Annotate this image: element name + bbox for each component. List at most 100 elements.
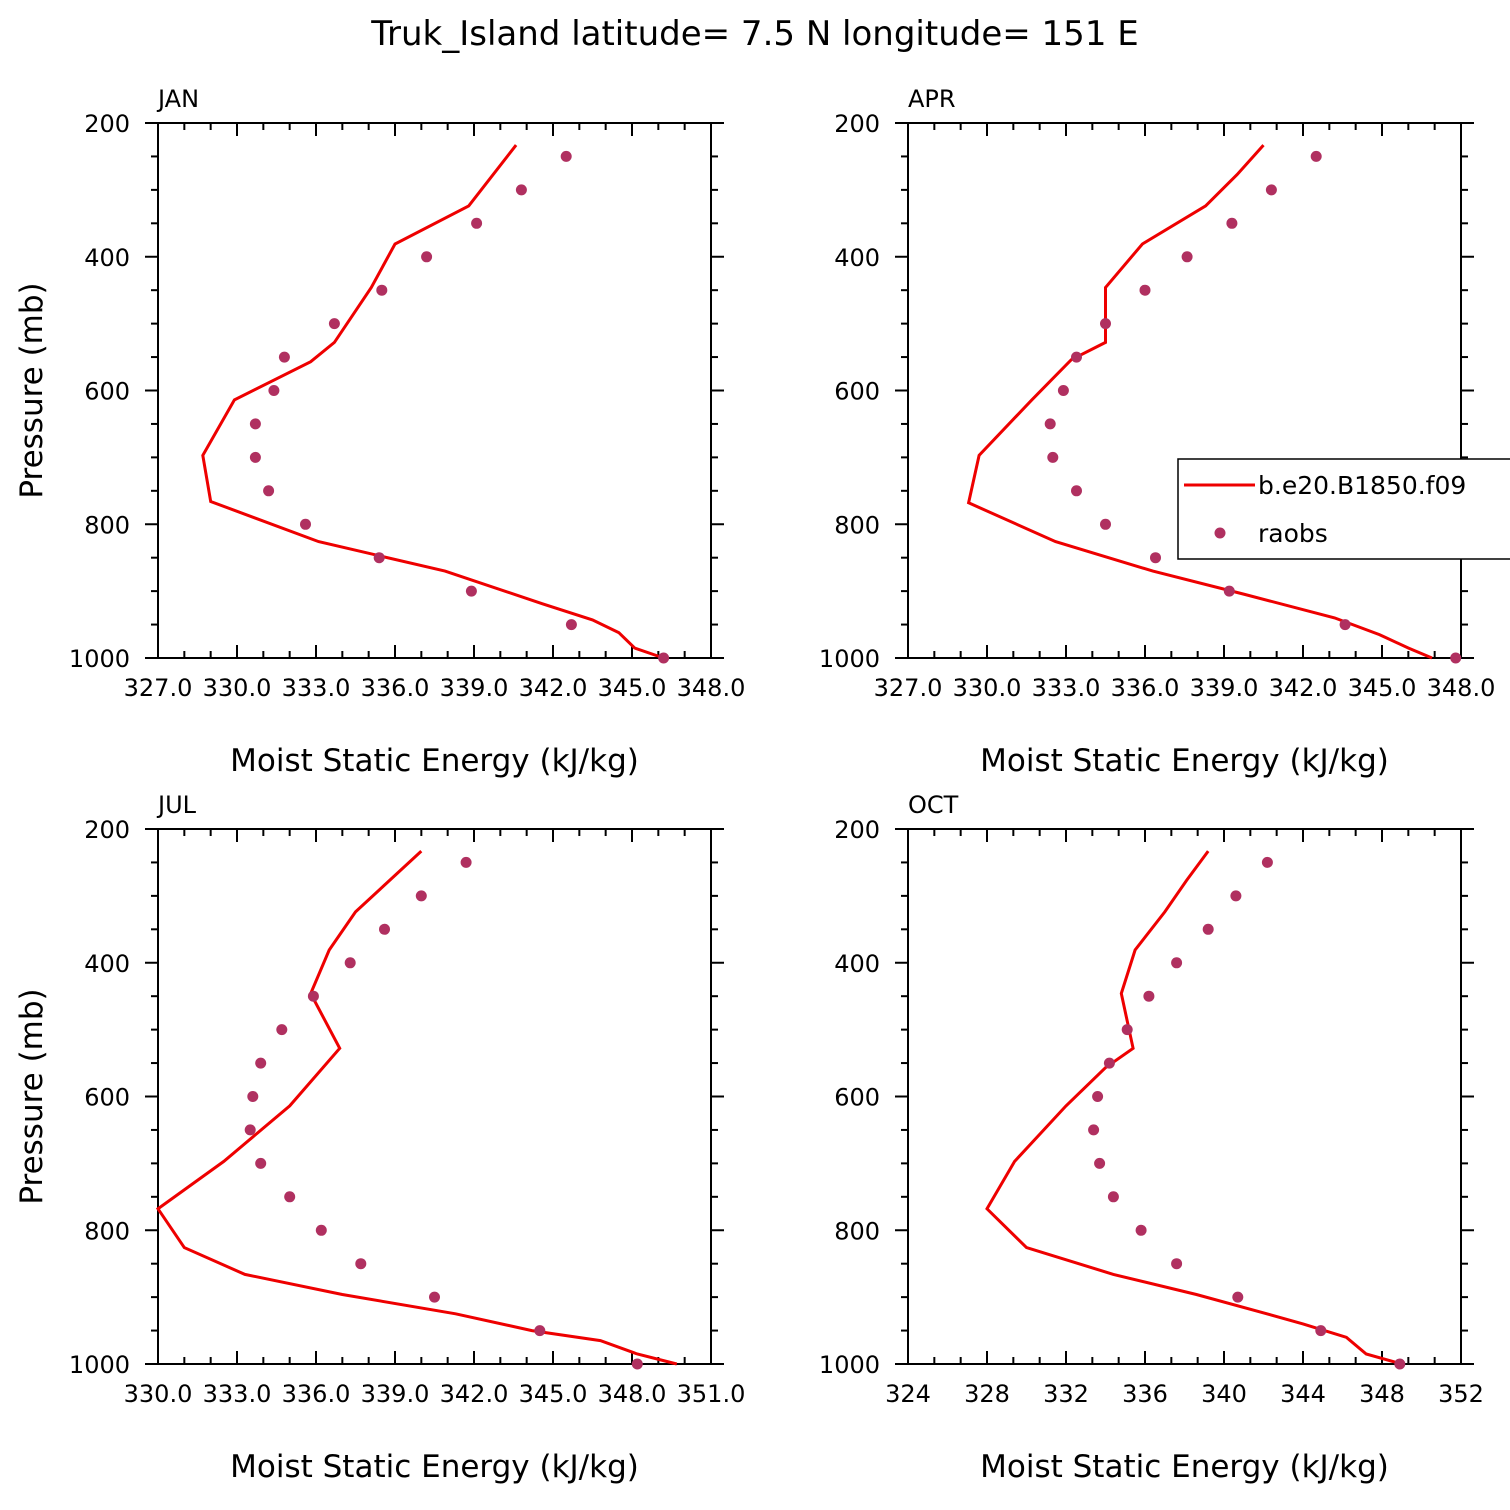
- raobs-point: [307, 990, 319, 1002]
- raobs-point: [376, 284, 388, 296]
- y-tick-label: 400: [84, 950, 130, 978]
- y-tick-label: 800: [84, 511, 130, 539]
- raobs-point: [534, 1325, 546, 1337]
- y-tick-label: 600: [84, 1084, 130, 1112]
- raobs-point: [1315, 1325, 1327, 1337]
- model-profile-line: [985, 850, 1403, 1366]
- legend-model-label: b.e20.B1850.f09: [1258, 471, 1466, 500]
- y-tick-label: 1000: [69, 645, 130, 673]
- panel-title: JAN: [156, 85, 199, 113]
- plot-frame: [157, 828, 712, 1365]
- raobs-point: [278, 351, 290, 363]
- raobs-point: [415, 890, 427, 902]
- x-tick-label: 348.0: [598, 1380, 667, 1408]
- y-tick-label: 400: [834, 244, 880, 272]
- y-tick-label: 200: [834, 110, 880, 138]
- raobs-point: [1171, 1258, 1183, 1270]
- x-tick-label: 339.0: [361, 1380, 430, 1408]
- raobs-point: [1071, 485, 1082, 497]
- x-axis-label: Moist Static Energy (kJ/kg): [230, 1449, 639, 1485]
- raobs-point: [1103, 1057, 1115, 1069]
- raobs-point: [276, 1024, 288, 1036]
- x-tick-label: 345.0: [1348, 674, 1417, 702]
- model-profile-line: [201, 144, 665, 660]
- raobs-point: [1088, 1124, 1100, 1136]
- figure-title: Truk_Island latitude= 7.5 N longitude= 1…: [370, 14, 1139, 54]
- y-tick-label: 600: [84, 378, 130, 406]
- x-tick-label: 352: [1438, 1380, 1484, 1408]
- raobs-point: [1261, 856, 1273, 868]
- legend-obs-label: raobs: [1258, 519, 1328, 548]
- y-tick-label: 200: [834, 816, 880, 844]
- raobs-point: [1150, 552, 1161, 564]
- raobs-point: [429, 1291, 440, 1303]
- x-tick-label: 342.0: [1269, 674, 1338, 702]
- raobs-point: [379, 923, 390, 935]
- raobs-point: [1047, 451, 1059, 463]
- raobs-point: [247, 1091, 259, 1102]
- x-axis-label: Moist Static Energy (kJ/kg): [980, 1449, 1389, 1485]
- panels: JAN 327.0 330.0 333.0 336.0 339.0 342.0 345.0 34…: [14, 85, 1495, 1485]
- x-tick-label: 327.0: [124, 674, 193, 702]
- raobs-point: [244, 1124, 256, 1136]
- raobs-point: [1265, 184, 1277, 196]
- y-tick-label: 600: [834, 1084, 880, 1112]
- raobs-point: [1071, 351, 1082, 363]
- raobs-point: [355, 1258, 367, 1270]
- raobs-point: [255, 1057, 267, 1069]
- raobs-point: [1181, 251, 1193, 263]
- x-tick-label: 342.0: [440, 1380, 509, 1408]
- y-tick-label: 400: [84, 244, 130, 272]
- x-tick-label: 333.0: [1032, 674, 1101, 702]
- x-tick-label: 351.0: [677, 1380, 746, 1408]
- model-profile-line: [966, 144, 1433, 660]
- x-tick-label: 342.0: [519, 674, 588, 702]
- raobs-point: [255, 1157, 267, 1169]
- raobs-point: [631, 1358, 643, 1370]
- raobs-point: [1394, 1358, 1406, 1370]
- legend: b.e20.B1850.f09 raobs: [1177, 458, 1510, 560]
- y-tick-label: 800: [834, 1217, 880, 1245]
- x-tick-label: 327.0: [874, 674, 943, 702]
- x-tick-label: 330.0: [953, 674, 1022, 702]
- raobs-point: [471, 217, 483, 229]
- raobs-point: [373, 552, 385, 564]
- x-tick-label: 348: [1359, 1380, 1405, 1408]
- plot-frame: [907, 828, 1462, 1365]
- x-axis-label: Moist Static Energy (kJ/kg): [980, 743, 1389, 779]
- x-tick-label: 339.0: [1190, 674, 1259, 702]
- raobs-point: [1226, 217, 1238, 229]
- x-tick-label: 336: [1122, 1380, 1168, 1408]
- raobs-point: [658, 652, 670, 664]
- raobs-point: [1107, 1191, 1119, 1203]
- panel-jan: JAN 327.0 330.0 333.0 336.0 339.0 342.0 345.0 34…: [14, 85, 745, 779]
- panel-oct: OCT 324 328 332 336 340 344 348 352 200 400 600 800 1…: [819, 791, 1484, 1485]
- raobs-point: [560, 150, 572, 162]
- raobs-point: [344, 957, 356, 969]
- y-tick-label: 200: [84, 816, 130, 844]
- raobs-point: [1143, 990, 1155, 1002]
- raobs-point: [515, 184, 527, 196]
- raobs-point: [1450, 652, 1462, 664]
- panel-apr: APR 327.0 330.0 333.0 336.0 339.0 342.0 345.0 34…: [819, 85, 1495, 779]
- legend-obs-marker: [1214, 527, 1226, 539]
- raobs-point: [1100, 518, 1111, 530]
- raobs-point: [315, 1224, 327, 1236]
- panel-jul: JUL 330.0 333.0 336.0 339.0 342.0 345.0 348.0 35…: [14, 791, 745, 1485]
- raobs-point: [1121, 1024, 1133, 1036]
- raobs-point: [1171, 957, 1183, 969]
- x-tick-label: 333.0: [282, 674, 351, 702]
- x-tick-label: 328: [964, 1380, 1010, 1408]
- raobs-point: [1044, 418, 1056, 430]
- x-tick-label: 336.0: [361, 674, 430, 702]
- raobs-point: [1135, 1224, 1147, 1236]
- raobs-point: [1202, 923, 1214, 935]
- x-tick-label: 336.0: [1111, 674, 1180, 702]
- y-tick-label: 800: [834, 511, 880, 539]
- model-profile-line: [155, 849, 678, 1366]
- x-tick-label: 345.0: [519, 1380, 588, 1408]
- raobs-point: [249, 418, 261, 430]
- y-axis-label: Pressure (mb): [14, 282, 50, 498]
- panel-title: OCT: [908, 791, 959, 819]
